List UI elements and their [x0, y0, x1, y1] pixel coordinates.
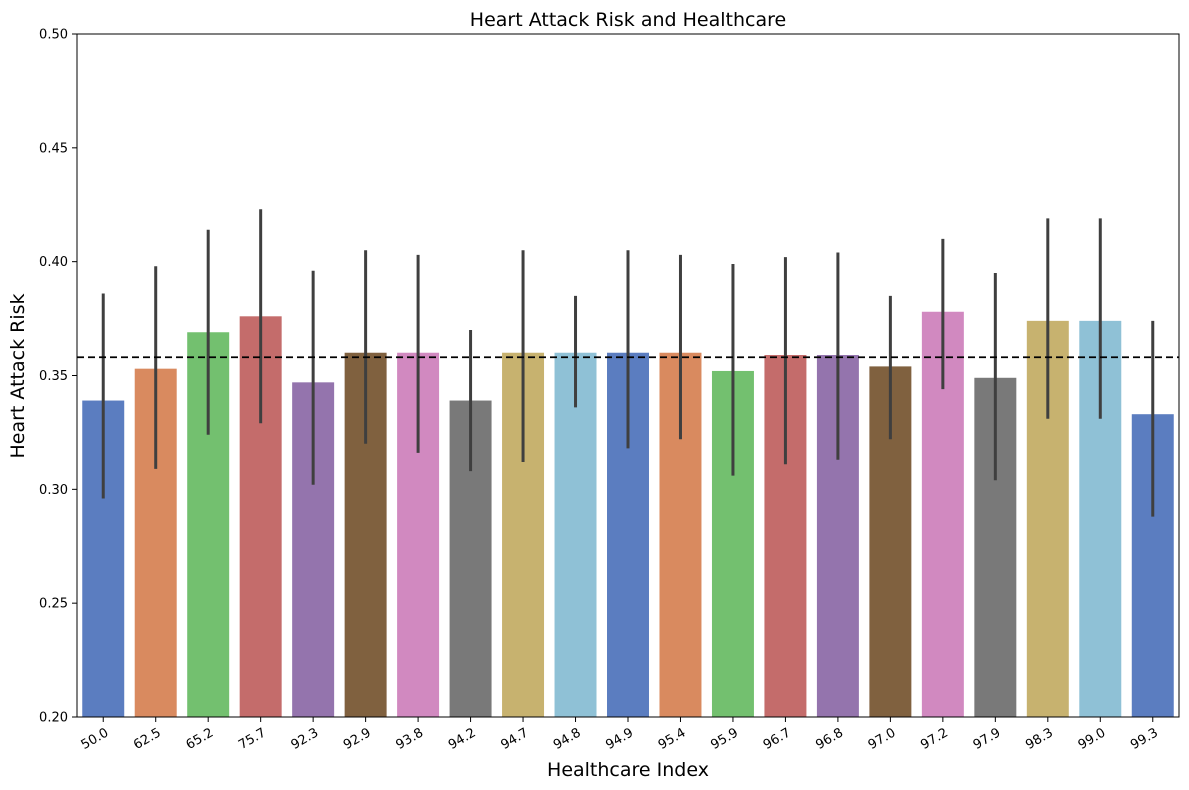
x-tick-label: 92.3: [289, 725, 322, 752]
y-tick-label: 0.20: [39, 711, 68, 726]
x-tick-label: 97.2: [918, 725, 951, 752]
x-tick-label: 94.7: [498, 725, 531, 752]
x-tick-label: 96.7: [761, 725, 794, 752]
x-tick-label: 75.7: [236, 725, 269, 752]
x-axis-label: Healthcare Index: [547, 759, 709, 781]
x-tick-label: 65.2: [184, 725, 217, 752]
x-tick-label: 95.4: [656, 725, 689, 752]
x-tick-label: 97.9: [971, 725, 1004, 752]
x-tick-label: 92.9: [341, 725, 374, 752]
x-tick-label: 50.0: [79, 725, 112, 752]
x-tick-label: 94.2: [446, 725, 479, 752]
x-tick-label: 62.5: [131, 725, 164, 752]
y-tick-label: 0.40: [39, 255, 68, 270]
x-tick-label: 99.3: [1128, 725, 1161, 752]
x-tick-label: 95.9: [708, 725, 741, 752]
y-tick-label: 0.45: [39, 141, 68, 156]
y-axis-label: Heart Attack Risk: [7, 294, 29, 459]
x-tick-label: 96.8: [813, 725, 846, 752]
x-tick-label: 94.9: [603, 725, 636, 752]
bar: [554, 352, 597, 717]
x-tick-label: 99.0: [1076, 725, 1109, 752]
y-tick-label: 0.35: [39, 369, 68, 384]
chart-title: Heart Attack Risk and Healthcare: [470, 9, 786, 31]
x-tick-label: 97.0: [866, 725, 899, 752]
x-tick-label: 98.3: [1023, 725, 1056, 752]
y-tick-label: 0.50: [39, 28, 68, 43]
x-tick-label: 93.8: [394, 725, 427, 752]
plot-area: 0.20 0.25 0.30 0.35 0.40 0.45 0.50 50.0 62.5 65.2…: [39, 28, 1180, 753]
y-tick-label: 0.25: [39, 597, 68, 612]
x-tick-label: 94.8: [551, 725, 584, 752]
y-tick-label: 0.30: [39, 483, 68, 498]
